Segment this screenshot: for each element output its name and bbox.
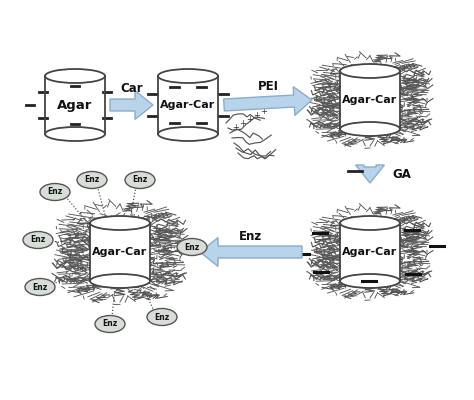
Ellipse shape <box>95 316 125 332</box>
Ellipse shape <box>40 184 70 200</box>
Text: Enz: Enz <box>102 320 118 328</box>
Ellipse shape <box>177 238 207 256</box>
Text: Enz: Enz <box>32 282 47 292</box>
Bar <box>340 71 400 129</box>
FancyArrow shape <box>224 87 312 115</box>
Text: Agar-Car: Agar-Car <box>342 95 398 105</box>
Ellipse shape <box>158 127 218 141</box>
Ellipse shape <box>125 172 155 188</box>
Text: Enz: Enz <box>84 176 100 184</box>
Text: Enz: Enz <box>239 230 263 242</box>
FancyArrow shape <box>110 91 153 119</box>
Text: +: + <box>261 106 267 116</box>
Text: +: + <box>246 114 254 124</box>
Bar <box>340 223 400 281</box>
Ellipse shape <box>45 69 105 83</box>
Ellipse shape <box>340 274 400 288</box>
Text: Agar: Agar <box>57 98 93 112</box>
Text: +: + <box>233 122 239 132</box>
Text: GA: GA <box>392 168 411 182</box>
Text: Enz: Enz <box>132 176 147 184</box>
Bar <box>158 76 218 134</box>
Ellipse shape <box>77 172 107 188</box>
Bar <box>45 76 105 134</box>
Text: Enz: Enz <box>155 312 170 322</box>
Text: Enz: Enz <box>30 236 46 244</box>
Text: +: + <box>254 110 260 120</box>
Text: Enz: Enz <box>184 242 200 252</box>
Bar <box>90 223 150 281</box>
Ellipse shape <box>45 127 105 141</box>
Text: Agar-Car: Agar-Car <box>342 247 398 257</box>
Text: Enz: Enz <box>47 188 63 196</box>
Ellipse shape <box>147 308 177 326</box>
FancyArrow shape <box>356 165 384 183</box>
Ellipse shape <box>25 278 55 296</box>
Ellipse shape <box>90 274 150 288</box>
Ellipse shape <box>90 216 150 230</box>
Ellipse shape <box>340 122 400 136</box>
Text: PEI: PEI <box>257 80 279 93</box>
Text: Car: Car <box>120 82 143 96</box>
Ellipse shape <box>158 69 218 83</box>
Ellipse shape <box>340 64 400 78</box>
Ellipse shape <box>340 216 400 230</box>
Text: Agar-Car: Agar-Car <box>160 100 216 110</box>
Ellipse shape <box>23 232 53 248</box>
Text: Agar-Car: Agar-Car <box>92 247 147 257</box>
FancyArrow shape <box>200 238 302 266</box>
Text: +: + <box>239 118 246 128</box>
